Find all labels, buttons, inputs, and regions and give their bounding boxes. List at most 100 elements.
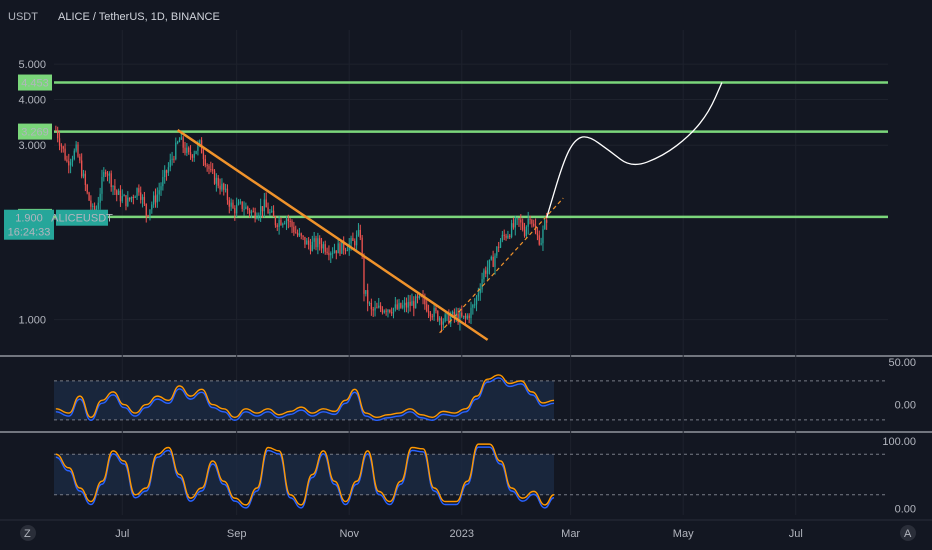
candle-body	[389, 309, 391, 313]
candle-body	[243, 208, 245, 210]
candle-body	[105, 172, 107, 175]
candle-body	[208, 165, 210, 170]
candle-body	[346, 250, 349, 252]
candle-body	[486, 267, 489, 274]
candle-body	[306, 240, 308, 245]
candle-body	[331, 252, 334, 254]
candle-body	[90, 200, 92, 207]
candle-body	[169, 159, 171, 168]
candle-body	[488, 259, 491, 268]
current-price-badge	[4, 209, 54, 240]
candle-body	[140, 192, 142, 200]
candle-body	[379, 305, 382, 310]
timezone-icon[interactable]	[20, 525, 36, 541]
candle-body	[64, 148, 66, 160]
candle-body	[293, 226, 295, 233]
candle-body	[195, 150, 197, 154]
symbol-tag-label: ALICEUSDT	[51, 213, 113, 225]
candle-body	[75, 144, 77, 151]
y-axis: 5.000 4.000 3.000 1.000 50.00 0.00 100.00 0.00	[18, 59, 916, 515]
candle-body	[352, 238, 354, 241]
candle-body	[156, 194, 158, 203]
candle-body	[477, 293, 480, 297]
candle-body	[328, 252, 330, 256]
candle-body	[330, 253, 332, 256]
candle-body	[451, 311, 454, 317]
projection-path	[546, 82, 723, 218]
candle-body	[418, 295, 420, 299]
candle-body	[492, 256, 494, 267]
candle-body	[289, 221, 291, 223]
candle-body	[496, 246, 498, 256]
candle-body	[108, 173, 110, 176]
auto-scale-icon-label: A	[904, 528, 912, 540]
candle-body	[73, 150, 75, 160]
candle-body	[374, 307, 376, 311]
candle-body	[485, 270, 487, 274]
candle-body	[437, 311, 439, 321]
candle-body	[372, 309, 374, 311]
candle-body	[145, 203, 147, 216]
candle-body	[315, 238, 317, 248]
candle-body	[509, 235, 511, 237]
candle-body	[442, 321, 444, 325]
candle-body	[490, 256, 492, 260]
candle-body	[337, 243, 339, 254]
candle-body	[276, 225, 278, 227]
candle-body	[383, 310, 385, 313]
candle-body	[217, 177, 219, 186]
candle-body	[438, 318, 441, 321]
x-tick-label: Jul	[789, 528, 803, 540]
x-tick-label: Sep	[227, 528, 247, 540]
candle-body	[267, 207, 269, 214]
candle-body	[440, 318, 443, 325]
candle-body	[409, 301, 411, 306]
candle-body	[176, 142, 179, 144]
candle-body	[475, 296, 478, 305]
candle-body	[499, 240, 502, 248]
stochastic-pane	[54, 443, 888, 509]
candle-body	[367, 290, 369, 304]
candle-body	[311, 241, 313, 251]
candle-body	[501, 234, 504, 241]
x-tick-label: May	[673, 528, 694, 540]
oscillator-fast-line	[55, 374, 555, 418]
chart-title[interactable]: ALICE / TetherUS, 1D, BINANCE	[58, 11, 220, 23]
candle-body	[184, 147, 186, 153]
candle-body	[97, 202, 99, 209]
candle-body	[256, 217, 258, 219]
candle-body	[141, 196, 144, 200]
candle-body	[402, 305, 404, 308]
candle-body	[143, 196, 146, 204]
horizontal-levels	[54, 81, 888, 219]
candle-body	[453, 311, 456, 317]
candle-body	[261, 206, 264, 212]
candle-body	[250, 211, 253, 214]
y-tick-label: 0.00	[895, 400, 916, 412]
timezone-icon-label: Z	[24, 528, 31, 540]
candle-body	[427, 311, 430, 313]
y-tick-label: 5.000	[18, 59, 46, 71]
candle-body	[99, 193, 101, 203]
candle-body	[92, 205, 94, 207]
candle-body	[252, 211, 254, 213]
candle-body	[424, 297, 426, 305]
candle-body	[204, 159, 206, 166]
candle-body	[344, 249, 347, 251]
candle-body	[339, 243, 341, 254]
candle-body	[171, 158, 173, 160]
candle-body	[516, 218, 518, 220]
candle-body	[58, 138, 61, 146]
candle-body	[77, 144, 79, 157]
auto-scale-icon[interactable]	[900, 525, 916, 541]
candle-body	[461, 312, 463, 317]
oscillator-slow-line	[55, 377, 555, 421]
currency-label: USDT	[8, 11, 38, 23]
candle-body	[520, 219, 522, 223]
candle-body	[505, 235, 507, 238]
candle-body	[287, 218, 289, 222]
candle-body	[392, 308, 395, 314]
candle-body	[248, 210, 251, 214]
candle-body	[129, 197, 131, 200]
